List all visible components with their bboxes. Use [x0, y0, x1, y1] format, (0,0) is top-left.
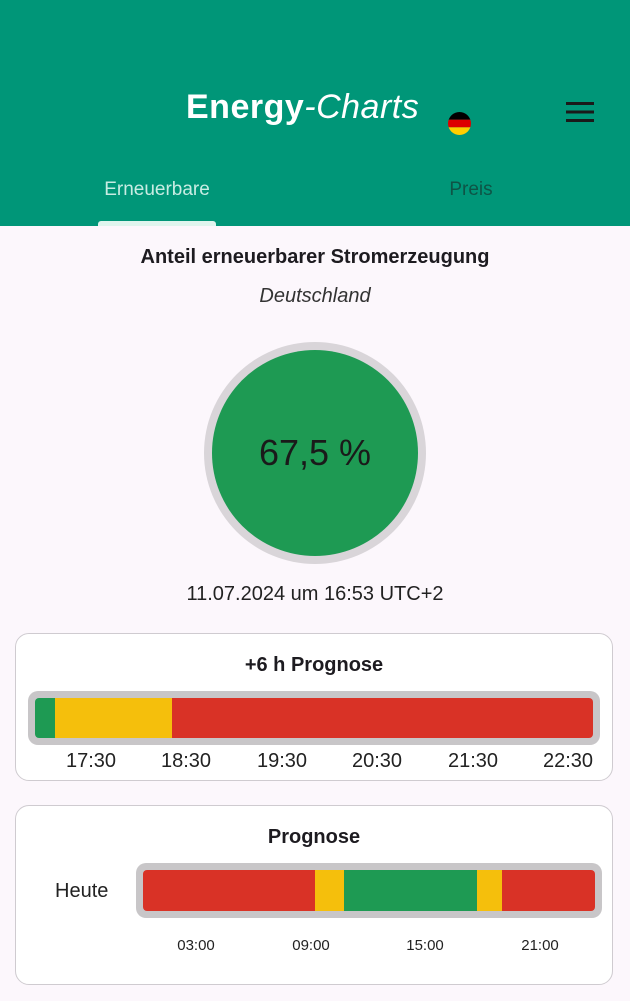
tick-label: 18:30: [160, 750, 212, 772]
tick-label: 22:30: [542, 750, 594, 772]
tab-preis[interactable]: Preis: [400, 168, 542, 226]
forecast-day-bar: [136, 863, 602, 918]
forecast-segment: [502, 870, 595, 911]
tab-preis-label: Preis: [449, 179, 493, 200]
tick-label: 03:00: [177, 937, 215, 954]
forecast-day-title: Prognose: [267, 826, 361, 848]
forecast-6h-bar-fill: [35, 698, 593, 738]
tick-label: 09:00: [292, 937, 330, 954]
forecast-segment: [344, 870, 478, 911]
app-logo: Energy-Charts: [186, 88, 419, 127]
tick-label: 21:00: [521, 937, 559, 954]
brand-energy: Energy: [186, 88, 305, 126]
renewable-share-gauge: 67,5 %: [204, 342, 426, 564]
tick-label: 15:00: [406, 937, 444, 954]
forecast-segment: [54, 698, 172, 738]
tick-label: 19:30: [256, 750, 308, 772]
forecast-segment: [171, 698, 593, 738]
app-bar: Energy-Charts Erneuerbare Preis: [0, 0, 630, 226]
hamburger-menu-icon[interactable]: [560, 96, 600, 128]
forecast-segment: [314, 870, 345, 911]
tab-indicator: [98, 221, 216, 226]
tick-label: 21:30: [447, 750, 499, 772]
forecast-segment: [35, 698, 55, 738]
tab-erneuerbare[interactable]: Erneuerbare: [88, 168, 226, 226]
row-label-heute: Heute: [55, 880, 109, 902]
brand-charts: -Charts: [304, 88, 420, 126]
forecast-segment: [143, 870, 315, 911]
forecast-6h-card: +6 h Prognose 17:30 18:30 19:30 20:30 21…: [15, 633, 613, 781]
page-title: Anteil erneuerbarer Stromerzeugung: [140, 246, 490, 268]
tab-erneuerbare-label: Erneuerbare: [104, 179, 210, 200]
forecast-6h-title: +6 h Prognose: [244, 654, 384, 676]
gauge-value: 67,5 %: [258, 432, 372, 473]
forecast-segment: [477, 870, 503, 911]
tick-label: 20:30: [351, 750, 403, 772]
germany-flag-icon: [448, 112, 471, 135]
forecast-day-bar-fill: [143, 870, 595, 911]
forecast-6h-bar: [28, 691, 600, 745]
forecast-day-card: Prognose Heute 03:00 09:00 15:00 21:00: [15, 805, 613, 985]
timestamp: 11.07.2024 um 16:53 UTC+2: [186, 583, 444, 605]
tick-label: 17:30: [65, 750, 117, 772]
region-subtitle: Deutschland: [259, 285, 371, 307]
gauge-circle: 67,5 %: [212, 350, 418, 556]
